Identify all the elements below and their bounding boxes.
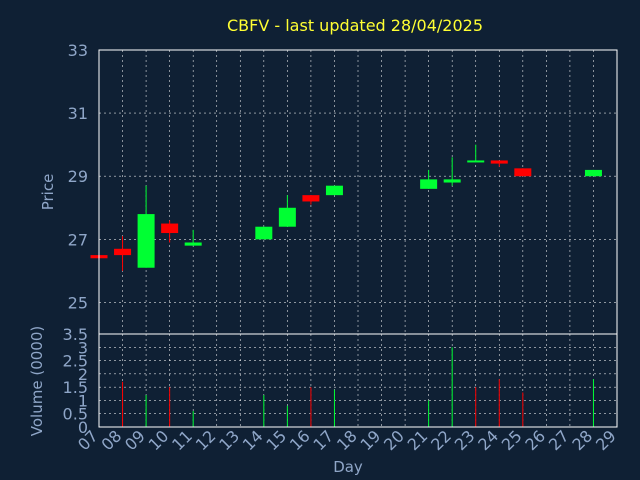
candle-body [325,185,343,196]
candle-body [161,223,179,234]
candle-25 [514,168,532,177]
volume-y-tick-label: 1 [78,391,88,410]
candle-body [420,179,438,189]
volume-axis-label: Volume (0000) [28,326,46,436]
candle-body [302,195,320,202]
candle-body [114,248,132,256]
price-y-tick-label: 25 [68,293,88,312]
candle-11 [184,229,202,246]
candle-09 [137,185,155,268]
candle-body [278,207,296,227]
volume-bars [122,347,594,427]
day-x-ticks: 0708091011121314151617181920212223242526… [74,426,620,454]
candle-21 [420,169,438,189]
price-axis-label: Price [39,174,57,211]
volume-y-tick-label: 2 [78,365,88,384]
candle-body [514,168,532,177]
volume-y-tick-label: 3 [78,338,88,357]
candle-16 [302,195,320,205]
candles [90,144,602,271]
candle-10 [161,220,179,243]
volume-y-tick-label: 3.5 [63,325,88,344]
price-y-tick-label: 33 [68,41,88,60]
candle-24 [490,160,508,167]
day-axis-label: Day [333,458,363,476]
candle-23 [467,144,485,163]
candle-22 [443,157,461,186]
volume-grid [99,334,617,427]
candle-body [490,160,508,164]
candle-body [467,160,485,163]
price-y-tick-label: 27 [68,230,88,249]
candle-08 [114,236,132,271]
price-y-tick-label: 31 [68,104,88,123]
candle-body [137,214,155,268]
candle-body [584,169,602,177]
volume-panel-frame [98,333,618,428]
price-y-tick-label: 29 [68,167,88,186]
volume-y-tick-label: 2.5 [63,352,88,371]
price-grid [99,50,617,334]
candle-14 [255,226,273,240]
volume-y-tick-label: 0 [78,418,88,437]
price-y-ticks: 25 27 29 31 33 [68,41,88,312]
candle-body [443,179,461,183]
volume-y-ticks: 00.511.522.533.5 [63,325,88,437]
candle-17 [325,185,343,196]
volume-y-tick-label: 0.5 [63,405,88,424]
candle-28 [584,169,602,177]
candle-body [255,226,273,240]
volume-y-tick-label: 1.5 [63,378,88,397]
candle-15 [278,195,296,227]
chart-title: CBFV - last updated 28/04/2025 [227,16,483,35]
candle-body [184,242,202,246]
x-tick-label: 29 [592,426,620,454]
